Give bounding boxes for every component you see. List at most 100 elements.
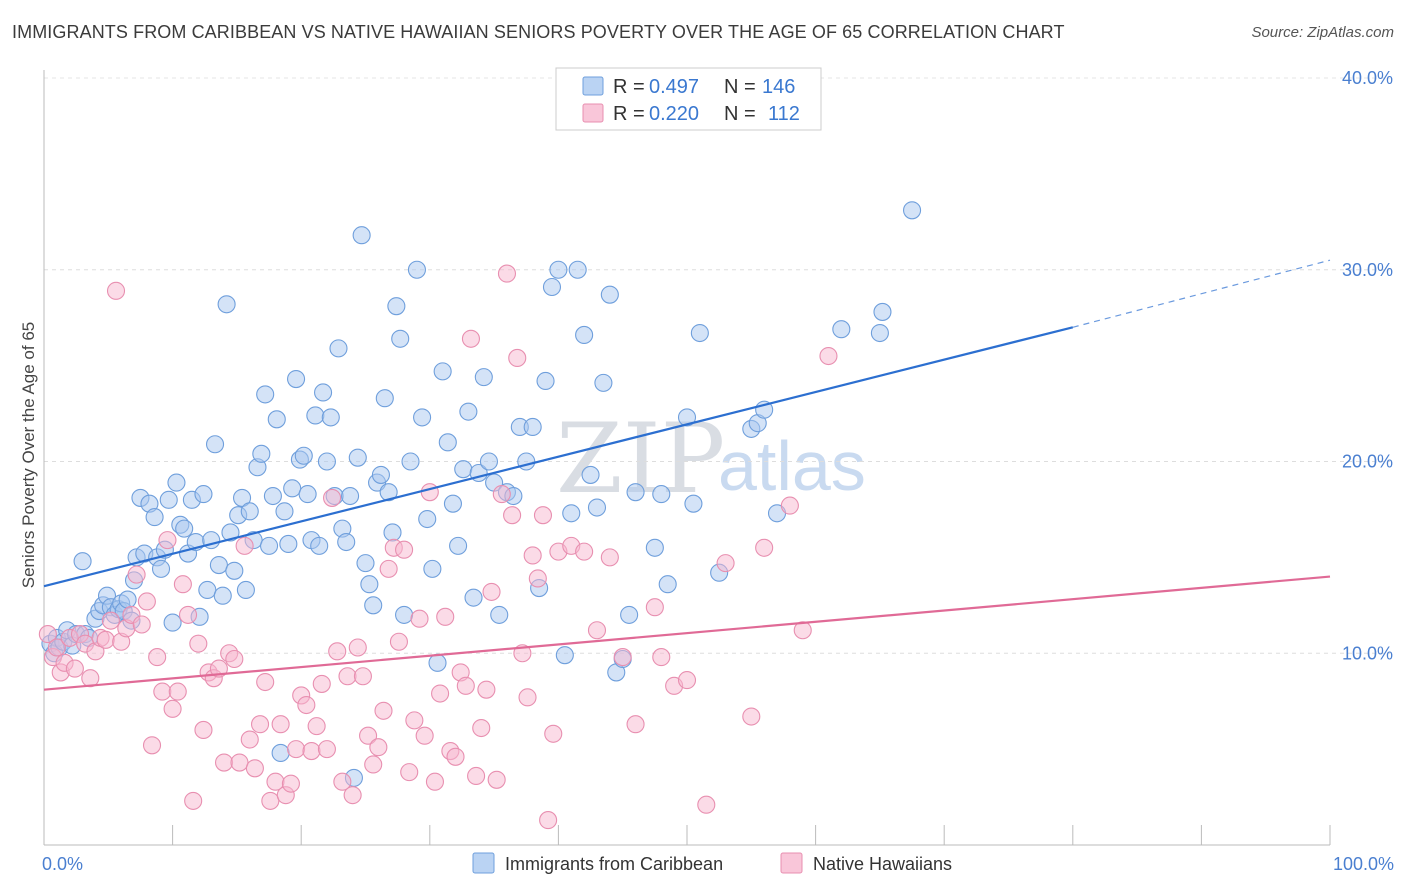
point-caribbean bbox=[375, 389, 394, 408]
point-caribbean bbox=[221, 523, 240, 542]
legend-r-label-hawaiian: R = bbox=[613, 103, 645, 125]
point-caribbean bbox=[464, 588, 483, 607]
point-hawaiian bbox=[518, 688, 537, 707]
point-hawaiian bbox=[96, 630, 115, 649]
point-caribbean bbox=[690, 323, 709, 343]
point-caribbean bbox=[401, 452, 420, 471]
point-caribbean bbox=[240, 502, 259, 521]
point-hawaiian bbox=[395, 540, 414, 559]
point-caribbean bbox=[652, 485, 671, 504]
point-caribbean bbox=[236, 580, 255, 600]
point-caribbean bbox=[395, 605, 414, 624]
point-hawaiian bbox=[250, 715, 270, 734]
point-hawaiian bbox=[587, 621, 607, 640]
point-caribbean bbox=[298, 485, 317, 504]
point-hawaiian bbox=[230, 753, 249, 772]
point-caribbean bbox=[645, 538, 664, 557]
point-caribbean bbox=[159, 490, 178, 509]
point-caribbean bbox=[232, 488, 252, 507]
point-caribbean bbox=[175, 519, 194, 538]
point-hawaiian bbox=[184, 791, 203, 810]
point-caribbean bbox=[287, 369, 306, 389]
point-hawaiian bbox=[626, 715, 645, 734]
point-caribbean bbox=[438, 433, 457, 452]
point-hawaiian bbox=[101, 611, 120, 630]
point-hawaiian bbox=[307, 717, 326, 736]
point-hawaiian bbox=[716, 554, 735, 573]
point-hawaiian bbox=[333, 772, 352, 791]
point-hawaiian bbox=[256, 672, 275, 692]
y-tick-labels: 10.0% 20.0% 30.0% 40.0% bbox=[1342, 68, 1393, 663]
point-caribbean bbox=[620, 605, 639, 624]
point-caribbean bbox=[549, 260, 568, 279]
point-hawaiian bbox=[425, 772, 444, 791]
point-hawaiian bbox=[302, 741, 321, 761]
point-caribbean bbox=[371, 465, 390, 484]
point-caribbean bbox=[275, 502, 294, 521]
point-hawaiian bbox=[317, 740, 336, 759]
point-caribbean bbox=[317, 452, 336, 471]
legend-r-label-caribbean: R = bbox=[613, 76, 645, 98]
point-caribbean bbox=[413, 408, 432, 427]
point-caribbean bbox=[356, 554, 375, 573]
point-hawaiian bbox=[189, 634, 208, 653]
legend-swatch-hawaiian bbox=[582, 103, 604, 123]
point-caribbean bbox=[517, 452, 536, 471]
point-caribbean bbox=[352, 226, 371, 245]
legend-n-value-hawaiian: 112 bbox=[768, 103, 800, 125]
point-hawaiian bbox=[819, 346, 838, 366]
point-hawaiian bbox=[137, 592, 156, 611]
point-hawaiian bbox=[477, 680, 496, 699]
point-caribbean bbox=[306, 406, 325, 425]
point-hawaiian bbox=[697, 795, 716, 814]
point-hawaiian bbox=[410, 609, 429, 628]
point-caribbean bbox=[449, 536, 468, 555]
point-hawaiian bbox=[353, 667, 372, 686]
legend-swatch-caribbean bbox=[582, 76, 604, 96]
point-caribbean bbox=[575, 325, 594, 344]
point-caribbean bbox=[271, 743, 290, 763]
point-caribbean bbox=[259, 536, 279, 555]
point-hawaiian bbox=[645, 598, 664, 617]
point-caribbean bbox=[600, 285, 619, 304]
point-hawaiian bbox=[379, 559, 398, 578]
point-caribbean bbox=[536, 371, 555, 391]
point-caribbean bbox=[198, 580, 217, 600]
watermark-atlas: atlas bbox=[718, 427, 866, 505]
point-caribbean bbox=[341, 486, 360, 506]
source-label: Source: ZipAtlas.com bbox=[1251, 24, 1394, 41]
point-caribbean bbox=[163, 613, 182, 632]
point-caribbean bbox=[267, 410, 286, 429]
point-hawaiian bbox=[225, 649, 244, 669]
point-caribbean bbox=[454, 460, 473, 479]
point-hawaiian bbox=[456, 676, 475, 695]
point-hawaiian bbox=[271, 715, 290, 734]
point-caribbean bbox=[364, 596, 383, 615]
point-caribbean bbox=[387, 297, 406, 316]
point-caribbean bbox=[479, 452, 499, 471]
point-caribbean bbox=[263, 486, 282, 506]
point-caribbean bbox=[205, 435, 225, 454]
point-hawaiian bbox=[240, 730, 259, 749]
point-caribbean bbox=[391, 329, 410, 348]
point-hawaiian bbox=[163, 699, 182, 718]
x-tick-label-min: 0.0% bbox=[42, 854, 83, 874]
point-caribbean bbox=[337, 532, 356, 552]
point-hawaiian bbox=[312, 674, 331, 693]
bottom-legend: Immigrants from Caribbean Native Hawaiia… bbox=[472, 852, 952, 874]
bottom-legend-swatch-caribbean bbox=[472, 852, 495, 874]
point-caribbean bbox=[428, 653, 447, 672]
y-tick-label: 10.0% bbox=[1342, 643, 1393, 663]
point-hawaiian bbox=[539, 811, 558, 830]
point-caribbean bbox=[167, 473, 186, 492]
chart-title: IMMIGRANTS FROM CARIBBEAN VS NATIVE HAWA… bbox=[12, 22, 1065, 42]
point-hawaiian bbox=[158, 531, 177, 550]
point-hawaiian bbox=[600, 548, 619, 567]
point-hawaiian bbox=[359, 726, 378, 745]
point-hawaiian bbox=[780, 496, 799, 515]
point-caribbean bbox=[443, 494, 462, 513]
point-hawaiian bbox=[235, 536, 254, 555]
point-hawaiian bbox=[173, 575, 192, 594]
point-caribbean bbox=[73, 552, 92, 571]
point-hawaiian bbox=[369, 738, 388, 757]
